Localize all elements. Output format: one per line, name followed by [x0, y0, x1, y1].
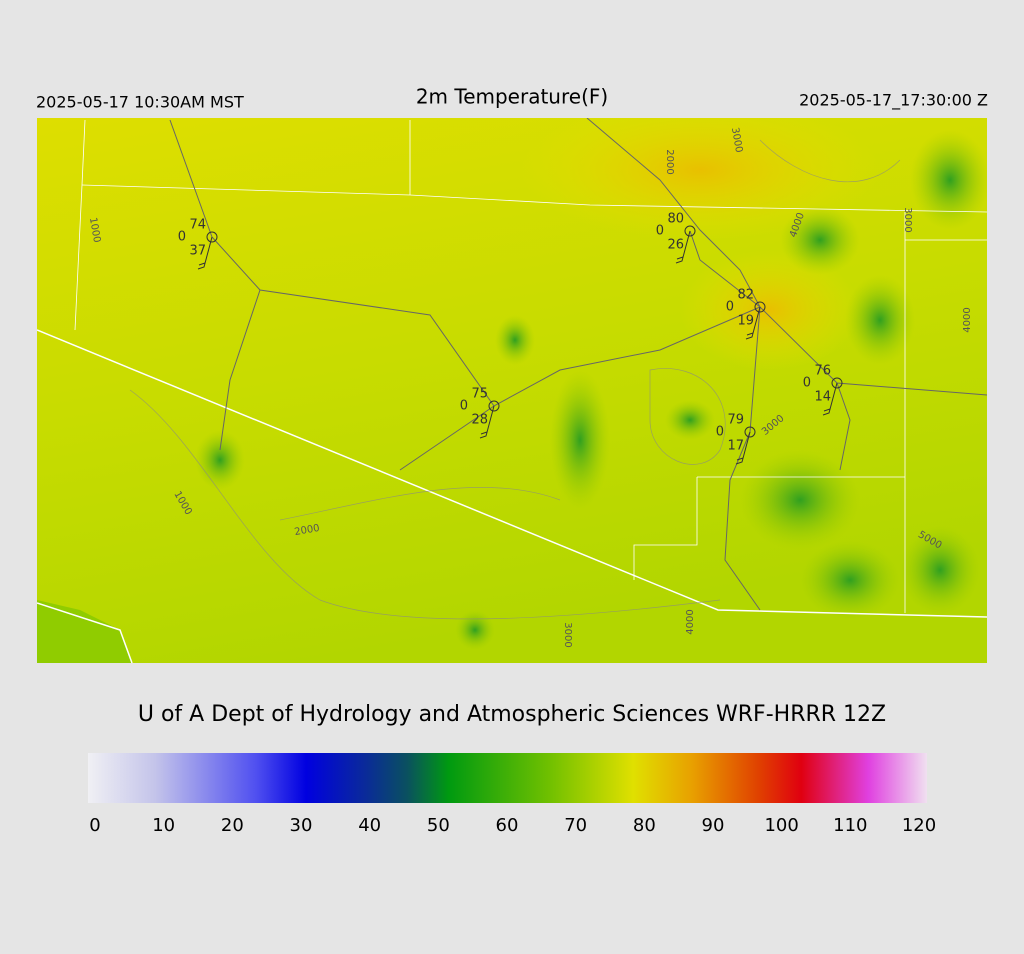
station-precip: 0 [178, 230, 186, 245]
colorbar-tick-label: 0 [89, 815, 100, 836]
station-temperature: 74 [189, 218, 206, 233]
station-dewpoint: 28 [471, 413, 488, 428]
station-marker [684, 225, 696, 237]
station-marker [744, 426, 756, 438]
wind-barb [479, 405, 495, 439]
station-precip: 0 [803, 376, 811, 391]
colorbar-tick-label: 20 [221, 815, 244, 836]
colorbar-tick-label: 30 [290, 815, 313, 836]
valid-local: 2025-05-17 10:30AM MST [36, 93, 244, 112]
valid-utc: 2025-05-17_17:30:00 Z [799, 91, 988, 111]
colorbar-tick-label: 60 [496, 815, 519, 836]
wind-barb [745, 306, 761, 340]
station-dewpoint: 14 [814, 390, 831, 405]
wind-barb [197, 236, 213, 270]
colorbar-tick-label: 70 [564, 815, 587, 836]
title: 2m Temperature(F) [416, 85, 608, 109]
colorbar [88, 753, 927, 803]
station-precip: 0 [460, 399, 468, 414]
station-temperature: 80 [667, 212, 684, 227]
station-marker [831, 377, 843, 389]
station-temperature: 75 [471, 387, 488, 402]
station-dewpoint: 37 [189, 244, 206, 259]
colorbar-tick-label: 50 [427, 815, 450, 836]
wind-barb [735, 431, 751, 465]
contour-label: 4000 [685, 609, 696, 634]
station-marker [206, 231, 218, 243]
station-dewpoint: 19 [737, 314, 754, 329]
colorbar-tick-label: 110 [833, 815, 867, 836]
station-temperature: 76 [814, 364, 831, 379]
contour-label: 2000 [664, 149, 675, 174]
station-precip: 0 [656, 224, 664, 239]
colorbar-tick-label: 90 [702, 815, 725, 836]
colorbar-tick-label: 10 [152, 815, 175, 836]
station-marker [488, 400, 500, 412]
station-marker [754, 301, 766, 313]
map [37, 118, 987, 663]
colorbar-tick-label: 120 [902, 815, 936, 836]
contour-label: 3000 [562, 622, 573, 647]
contour-label: 2000 [294, 523, 321, 538]
station-precip: 0 [726, 300, 734, 315]
contour-label: 3000 [729, 127, 744, 154]
station-precip: 0 [716, 425, 724, 440]
contour-label: 4000 [962, 307, 973, 332]
station-temperature: 79 [727, 413, 744, 428]
colorbar-tick-label: 80 [633, 815, 656, 836]
wind-barb [822, 382, 838, 416]
station-dewpoint: 26 [667, 238, 684, 253]
contour-label: 3000 [902, 207, 913, 232]
contour-label: 1000 [87, 217, 102, 244]
colorbar-tick-label: 40 [358, 815, 381, 836]
credit: U of A Dept of Hydrology and Atmospheric… [138, 702, 886, 727]
wind-barb [675, 230, 691, 264]
colorbar-tick-label: 100 [764, 815, 798, 836]
station-dewpoint: 17 [727, 439, 744, 454]
station-temperature: 82 [737, 288, 754, 303]
